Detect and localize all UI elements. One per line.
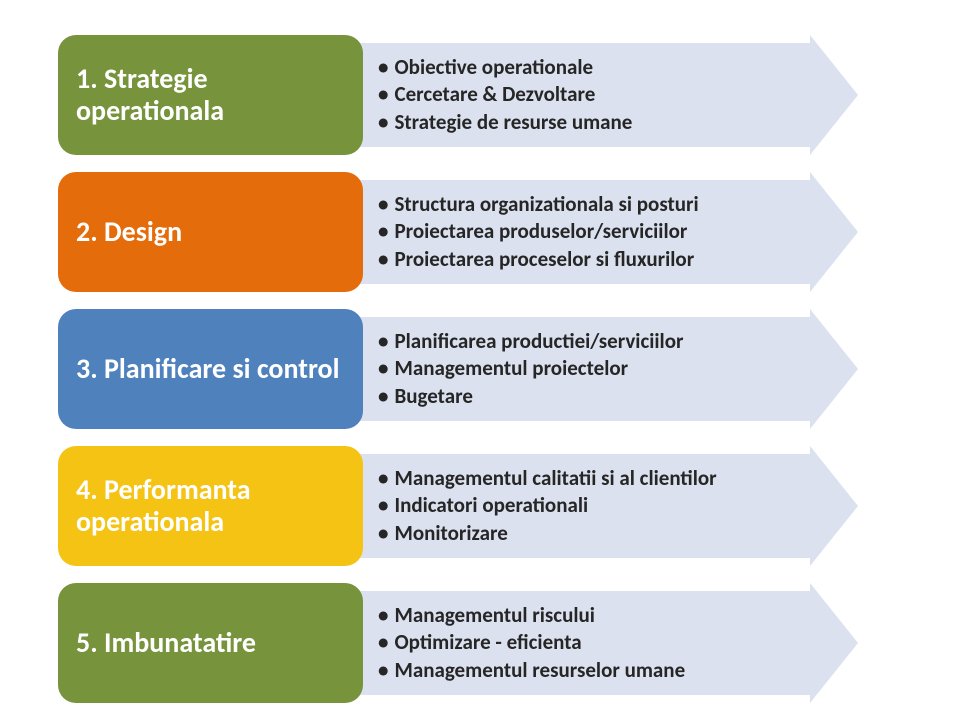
bullet-item: •Strategie de resurse umane <box>378 109 810 136</box>
stage-label-box: 1. Strategie operationala <box>58 35 363 155</box>
bullet-dot-icon: • <box>378 465 388 492</box>
diagram-row: •Obiective operationale •Cercetare & Dez… <box>58 35 908 157</box>
stage-label: 3. Planificare si control <box>76 353 339 385</box>
stage-label: 4. Performanta operationala <box>76 474 345 538</box>
bullet-dot-icon: • <box>378 54 388 81</box>
bullet-item: •Managementul resurselor umane <box>378 657 810 684</box>
bullet-dot-icon: • <box>378 246 388 273</box>
stage-label: 2. Design <box>76 216 182 248</box>
diagram-row: •Structura organizationala si posturi •P… <box>58 172 908 294</box>
arrow-head-icon <box>810 172 858 292</box>
bullet-text: Optimizare - eficienta <box>394 629 581 656</box>
stage-label-box: 3. Planificare si control <box>58 309 363 429</box>
bullet-dot-icon: • <box>378 657 388 684</box>
arrow-head-icon <box>810 446 858 566</box>
bullet-text: Managementul calitatii si al clientilor <box>394 465 716 492</box>
bullet-text: Structura organizationala si posturi <box>394 191 698 218</box>
bullet-text: Managementul riscului <box>394 602 594 629</box>
bullet-item: •Planificarea productiei/serviciilor <box>378 328 810 355</box>
bullet-text: Strategie de resurse umane <box>394 109 632 136</box>
bullet-item: •Bugetare <box>378 383 810 410</box>
bullet-item: •Indicatori operationali <box>378 492 810 519</box>
bullet-item: •Cercetare & Dezvoltare <box>378 81 810 108</box>
bullet-text: Planificarea productiei/serviciilor <box>394 328 683 355</box>
stage-label-box: 4. Performanta operationala <box>58 446 363 566</box>
bullet-text: Managementul resurselor umane <box>394 657 685 684</box>
diagram-row: •Managementul riscului •Optimizare - efi… <box>58 583 908 705</box>
bullet-text: Proiectarea proceselor si fluxurilor <box>394 246 694 273</box>
bullet-dot-icon: • <box>378 602 388 629</box>
stage-label-box: 2. Design <box>58 172 363 292</box>
diagram-container: •Obiective operationale •Cercetare & Dez… <box>58 35 908 720</box>
bullet-dot-icon: • <box>378 383 388 410</box>
bullet-text: Proiectarea produselor/serviciilor <box>394 218 687 245</box>
diagram-row: •Planificarea productiei/serviciilor •Ma… <box>58 309 908 431</box>
bullet-dot-icon: • <box>378 520 388 547</box>
diagram-row: •Managementul calitatii si al clientilor… <box>58 446 908 568</box>
bullet-dot-icon: • <box>378 629 388 656</box>
bullet-text: Cercetare & Dezvoltare <box>394 81 595 108</box>
bullet-text: Bugetare <box>394 383 472 410</box>
stage-label-box: 5. Imbunatatire <box>58 583 363 703</box>
arrow-head-icon <box>810 309 858 429</box>
bullet-item: •Managementul proiectelor <box>378 355 810 382</box>
bullet-text: Managementul proiectelor <box>394 355 628 382</box>
arrow-head-icon <box>810 583 858 703</box>
bullet-dot-icon: • <box>378 355 388 382</box>
bullet-item: •Proiectarea proceselor si fluxurilor <box>378 246 810 273</box>
bullet-text: Indicatori operationali <box>394 492 588 519</box>
bullet-dot-icon: • <box>378 109 388 136</box>
bullet-dot-icon: • <box>378 328 388 355</box>
stage-label: 1. Strategie operationala <box>76 63 345 127</box>
bullet-item: •Proiectarea produselor/serviciilor <box>378 218 810 245</box>
bullet-text: Obiective operationale <box>394 54 593 81</box>
bullet-item: •Managementul riscului <box>378 602 810 629</box>
bullet-item: •Obiective operationale <box>378 54 810 81</box>
bullet-item: •Managementul calitatii si al clientilor <box>378 465 810 492</box>
bullet-item: •Monitorizare <box>378 520 810 547</box>
stage-label: 5. Imbunatatire <box>76 627 256 659</box>
bullet-dot-icon: • <box>378 492 388 519</box>
arrow-head-icon <box>810 35 858 155</box>
bullet-item: •Structura organizationala si posturi <box>378 191 810 218</box>
bullet-dot-icon: • <box>378 191 388 218</box>
bullet-dot-icon: • <box>378 218 388 245</box>
bullet-dot-icon: • <box>378 81 388 108</box>
bullet-text: Monitorizare <box>394 520 507 547</box>
bullet-item: •Optimizare - eficienta <box>378 629 810 656</box>
